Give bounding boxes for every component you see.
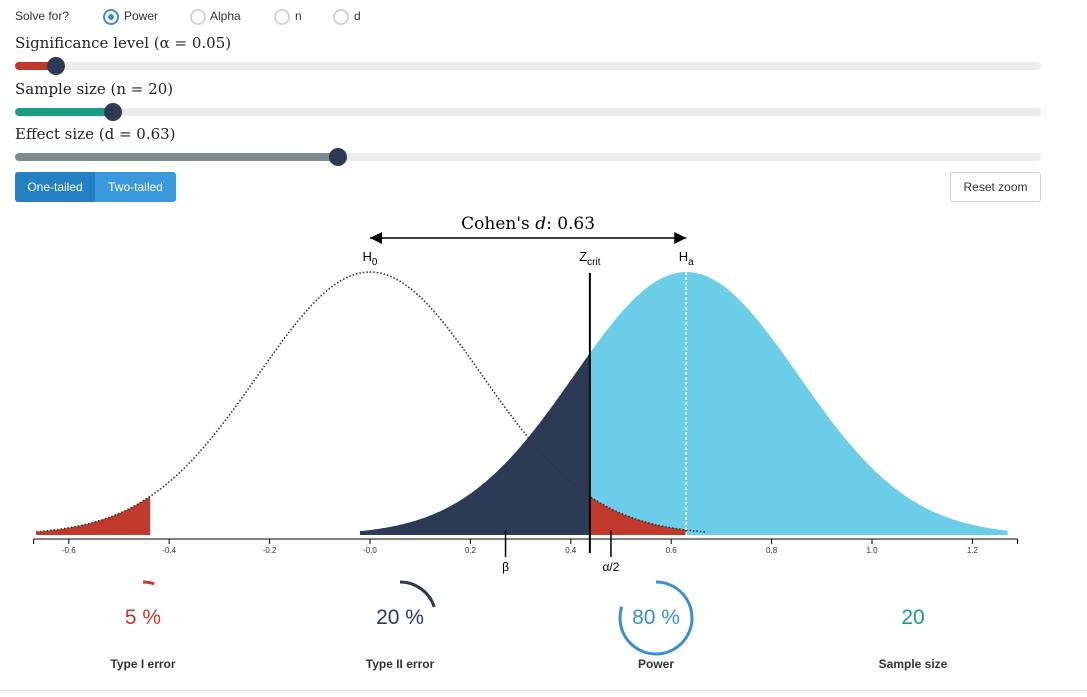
effect-size-slider-track[interactable] bbox=[15, 148, 1041, 166]
stat-gauges bbox=[142, 580, 694, 656]
significance-slider-thumb[interactable] bbox=[47, 57, 65, 75]
radio-power-label[interactable]: Power bbox=[124, 9, 159, 23]
significance-level-label: Significance level (α = 0.05) bbox=[15, 34, 232, 52]
type-i-error-right-tail bbox=[589, 496, 687, 535]
x-tick-label: -0.6 bbox=[62, 546, 76, 555]
x-tick-label: 1.0 bbox=[866, 546, 878, 555]
x-tick-label: 0.2 bbox=[465, 546, 477, 555]
radio-d-label[interactable]: d bbox=[354, 9, 361, 23]
significance-slider-track[interactable] bbox=[15, 57, 1041, 75]
sample-size-slider-fill bbox=[15, 108, 113, 116]
x-tick-label: -0.0 bbox=[363, 546, 377, 555]
radio-alpha[interactable] bbox=[190, 9, 206, 25]
null-distribution-curve bbox=[36, 271, 707, 533]
power-area bbox=[589, 272, 1008, 535]
power-distribution-chart[interactable]: Cohen's d: 0.63 H0 Ha Zcrit -0.6 -0.4 -0.2… bbox=[0, 205, 1087, 585]
x-tick-label: -0.2 bbox=[263, 546, 277, 555]
x-axis-ticks: -0.6 -0.4 -0.2 -0.0 0.2 0.4 0.6 0.8 1.0 1.2 bbox=[33, 539, 1019, 555]
effect-size-slider-thumb[interactable] bbox=[329, 148, 347, 166]
x-tick-label: 0.4 bbox=[565, 546, 577, 555]
power-value: 80 % bbox=[632, 606, 680, 629]
sample-size-label: Sample size (n = 20) bbox=[15, 80, 174, 98]
type-i-error-left-tail bbox=[36, 496, 151, 535]
type-ii-error-label: Type II error bbox=[365, 657, 435, 671]
radio-power[interactable] bbox=[103, 9, 119, 25]
effect-size-label: Effect size (d = 0.63) bbox=[15, 125, 176, 143]
ha-label: Ha bbox=[679, 249, 694, 268]
type-ii-error-gauge bbox=[399, 580, 436, 608]
radio-d[interactable] bbox=[333, 9, 349, 25]
zcrit-label: Zcrit bbox=[579, 249, 601, 268]
type-ii-error-area bbox=[359, 353, 590, 535]
sample-size-value: 20 bbox=[901, 606, 925, 629]
radio-alpha-label[interactable]: Alpha bbox=[210, 9, 241, 23]
beta-marker-label: β bbox=[502, 560, 509, 574]
significance-slider-fill bbox=[15, 62, 56, 70]
solve-for-label: Solve for? bbox=[15, 9, 70, 23]
effect-size-slider-fill bbox=[15, 153, 338, 161]
two-tailed-button[interactable]: Two-tailed bbox=[95, 172, 176, 202]
sample-size-slider-track[interactable] bbox=[15, 103, 1041, 121]
sample-size-stat-label: Sample size bbox=[878, 657, 948, 671]
cohens-d-label: Cohen's d: 0.63 bbox=[461, 214, 595, 234]
x-tick-label: 1.2 bbox=[967, 546, 979, 555]
radio-n[interactable] bbox=[274, 9, 290, 25]
reset-zoom-button[interactable]: Reset zoom bbox=[950, 172, 1041, 202]
x-tick-label: 0.8 bbox=[766, 546, 778, 555]
alpha-marker-label: α/2 bbox=[602, 560, 619, 574]
x-tick-label: -0.4 bbox=[162, 546, 176, 555]
one-tailed-button[interactable]: One-tailed bbox=[15, 172, 95, 202]
type-i-error-gauge bbox=[142, 580, 155, 586]
type-i-error-value: 5 % bbox=[124, 606, 162, 629]
radio-n-label[interactable]: n bbox=[295, 9, 302, 23]
power-gauge bbox=[618, 580, 694, 656]
bottom-divider bbox=[0, 690, 1087, 691]
cohens-d-annotation: Cohen's d: 0.63 bbox=[370, 214, 687, 244]
x-tick-label: 0.6 bbox=[666, 546, 678, 555]
type-i-error-label: Type I error bbox=[110, 657, 176, 671]
sample-size-slider-thumb[interactable] bbox=[104, 103, 122, 121]
h0-label: H0 bbox=[363, 249, 378, 268]
power-label: Power bbox=[637, 657, 674, 671]
type-ii-error-value: 20 % bbox=[376, 606, 424, 629]
